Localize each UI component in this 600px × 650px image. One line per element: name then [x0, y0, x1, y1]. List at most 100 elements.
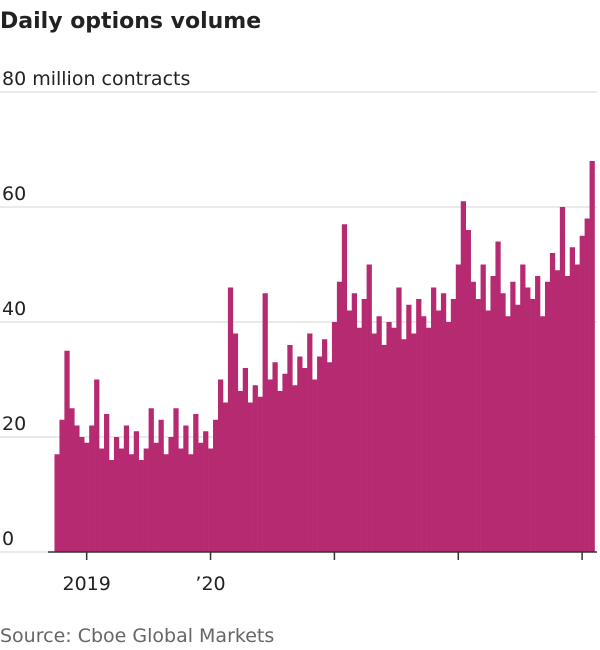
bar	[282, 373, 288, 552]
bar	[584, 218, 590, 552]
y-tick-label: 80 million contracts	[2, 68, 190, 90]
bar	[69, 408, 75, 552]
bar	[292, 385, 298, 552]
bar	[525, 287, 531, 552]
bar	[104, 414, 110, 552]
bar	[113, 437, 120, 552]
bar	[242, 368, 249, 552]
bar	[495, 241, 501, 552]
bar	[277, 391, 283, 552]
bar	[515, 304, 521, 552]
bar	[569, 247, 576, 552]
source: Source: Cboe Global Markets	[0, 625, 274, 647]
bar	[94, 379, 100, 552]
y-tick-label: 40	[2, 298, 26, 320]
bar	[535, 276, 541, 552]
bar	[431, 287, 437, 552]
bar	[564, 276, 571, 552]
bar	[386, 322, 392, 552]
bar	[128, 454, 135, 552]
bar	[74, 425, 80, 552]
bar	[307, 333, 313, 552]
bar	[490, 276, 496, 552]
bar	[549, 253, 556, 552]
bar	[312, 379, 318, 552]
bar	[153, 442, 159, 552]
bar	[217, 379, 224, 552]
bar	[411, 333, 417, 552]
bar	[470, 281, 476, 552]
bar	[99, 448, 105, 552]
bar	[559, 207, 566, 552]
bar	[188, 454, 194, 552]
bar	[178, 448, 184, 552]
x-tick-label: ’20	[195, 573, 225, 595]
y-tick-label: 60	[2, 183, 26, 205]
bar	[341, 224, 348, 552]
bar	[480, 264, 486, 552]
bar	[475, 299, 481, 552]
chart-title: Daily options volume	[0, 9, 261, 34]
bar	[267, 379, 273, 552]
bar	[59, 419, 65, 552]
bar	[544, 281, 551, 552]
bar	[505, 316, 511, 552]
bar	[500, 293, 506, 552]
bar	[272, 362, 278, 552]
bar	[247, 402, 253, 552]
bar	[445, 322, 452, 552]
bar	[356, 327, 362, 552]
bar	[371, 333, 377, 552]
bar	[168, 437, 174, 552]
bar	[302, 368, 308, 552]
bar	[158, 419, 164, 552]
bar	[485, 310, 491, 552]
bar	[297, 356, 303, 552]
bar	[54, 454, 60, 552]
bar	[287, 345, 293, 552]
bar	[440, 293, 447, 552]
bar	[173, 408, 179, 552]
bar	[213, 419, 219, 552]
bar	[123, 425, 130, 552]
bar	[540, 316, 546, 552]
bar	[118, 448, 125, 552]
bar	[198, 442, 204, 552]
bar	[401, 339, 407, 552]
bar	[203, 431, 209, 552]
bar	[366, 264, 372, 552]
bar	[232, 333, 239, 552]
bar	[222, 402, 229, 552]
bar	[336, 281, 343, 552]
bar	[465, 230, 471, 552]
bar	[530, 299, 536, 552]
y-tick-label: 20	[2, 413, 26, 435]
bar	[391, 327, 397, 552]
bar	[193, 414, 199, 552]
bar	[346, 310, 353, 552]
bar	[421, 316, 427, 552]
x-tick-label: 2019	[63, 573, 111, 595]
bar	[317, 356, 323, 552]
y-tick-label: 0	[2, 528, 14, 550]
bar	[450, 299, 457, 552]
bar	[108, 460, 115, 552]
bar	[376, 316, 382, 552]
bar	[89, 425, 95, 552]
bar	[257, 396, 263, 552]
bar	[252, 385, 258, 552]
bar	[396, 287, 402, 552]
bar	[64, 350, 70, 552]
bar	[361, 299, 367, 552]
bar	[435, 310, 442, 552]
bar	[138, 460, 144, 552]
bar	[237, 391, 244, 552]
bar	[143, 448, 149, 552]
bar	[133, 431, 140, 552]
bar	[84, 442, 90, 552]
bar	[554, 270, 561, 552]
bar	[574, 264, 580, 552]
bar	[416, 299, 422, 552]
bar	[79, 437, 85, 552]
